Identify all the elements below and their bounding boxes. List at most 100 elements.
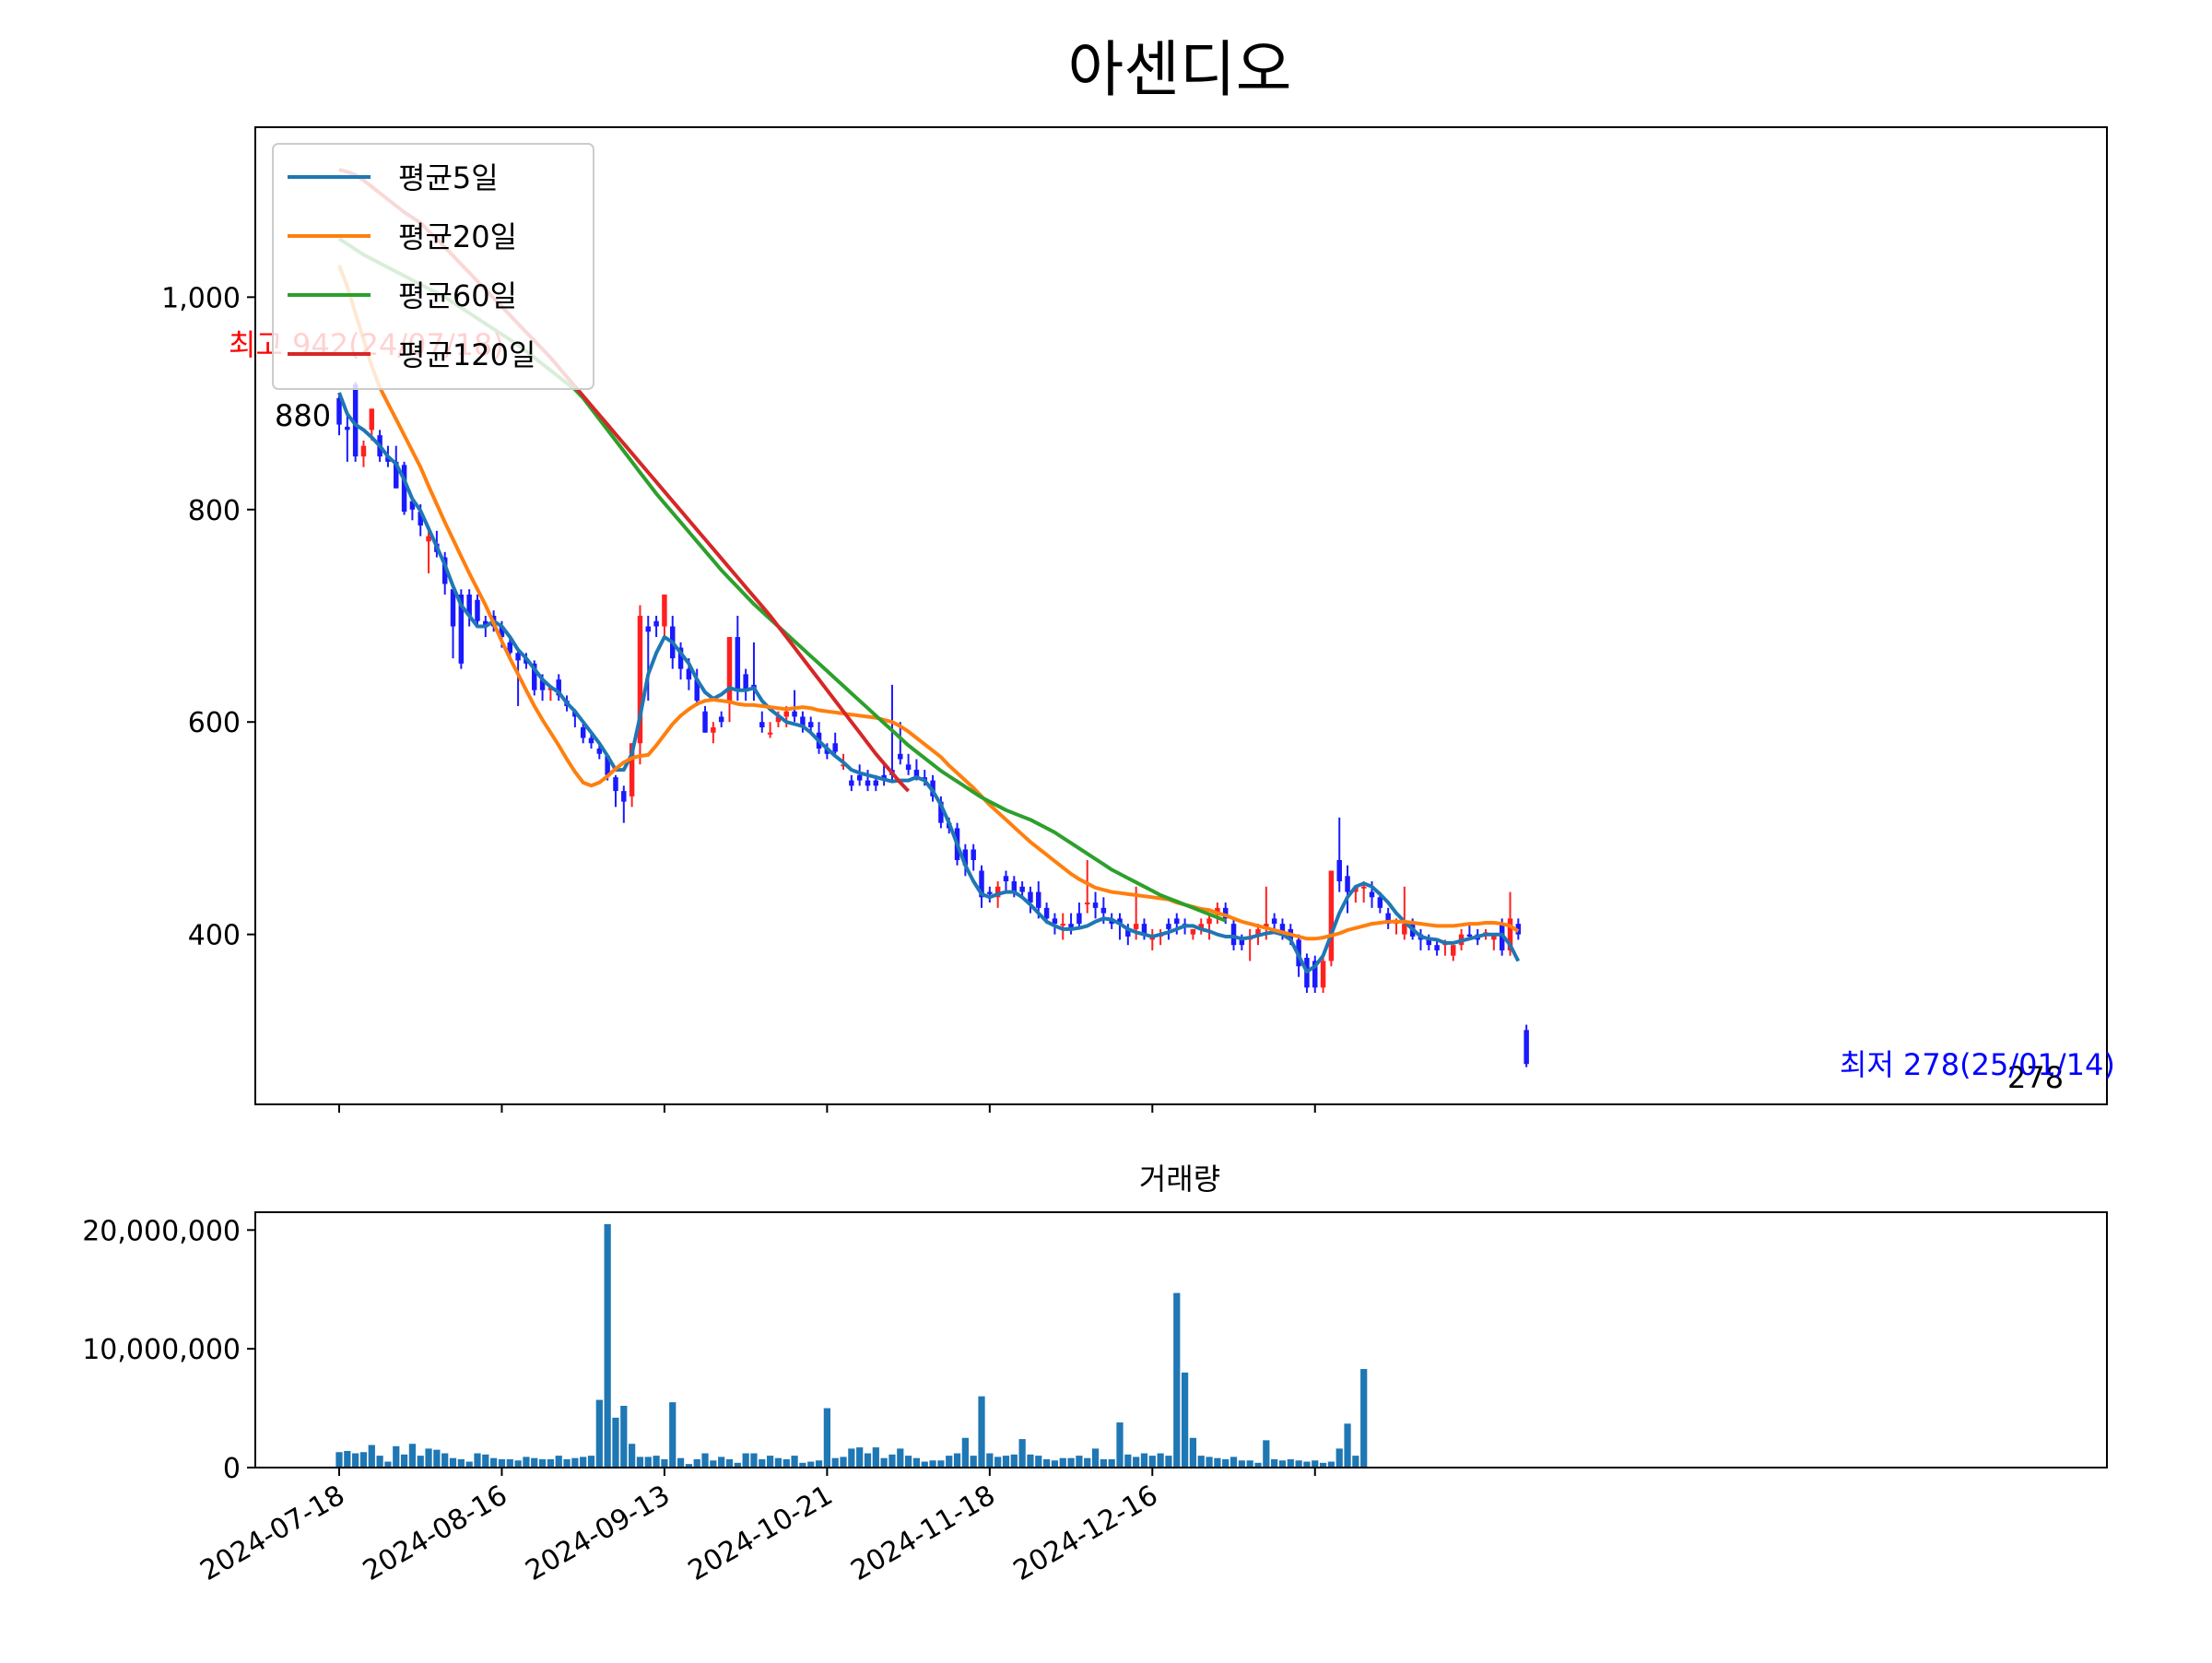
candle-body (1206, 918, 1212, 925)
candle-body (898, 753, 903, 760)
volume-bar (629, 1444, 636, 1468)
candle-body (1011, 881, 1018, 892)
volume-ytick-label: 20,000,000 (82, 1215, 241, 1247)
volume-bar (1002, 1456, 1010, 1468)
candle-body (743, 674, 748, 690)
volume-bar (880, 1457, 888, 1468)
volume-bar (490, 1457, 498, 1468)
candle-body (1328, 870, 1335, 961)
volume-bar (368, 1445, 375, 1468)
chart-title: 아센디오 (1068, 34, 1292, 105)
candle-body (588, 737, 594, 744)
candle-body (336, 397, 342, 425)
volume-bar (587, 1456, 595, 1468)
volume-bar (1042, 1458, 1051, 1468)
volume-bar (904, 1456, 912, 1468)
volume-bar (1295, 1460, 1302, 1468)
candle-body (849, 780, 854, 786)
volume-bar (840, 1457, 847, 1468)
candle-body (1092, 902, 1099, 908)
volume-bar (1076, 1456, 1083, 1468)
candle-body (962, 849, 969, 866)
candle-body (629, 743, 635, 796)
candle-body (409, 501, 416, 510)
volume-bar (1246, 1460, 1253, 1468)
volume-bar (1108, 1458, 1115, 1468)
volume-bar (807, 1461, 815, 1468)
volume-bar (946, 1456, 953, 1468)
candle-body (1377, 897, 1383, 908)
legend-item-ma5: 평균5일 (288, 160, 499, 195)
candle-body (507, 642, 513, 654)
candle-body (1198, 924, 1204, 929)
candle-body (702, 711, 708, 733)
volume-bar (986, 1453, 994, 1468)
volume-bar (482, 1454, 489, 1468)
candle-body (913, 770, 920, 778)
volume-bar (1271, 1458, 1278, 1468)
legend-box (272, 143, 594, 390)
volume-bar (531, 1457, 538, 1468)
candle-body (841, 764, 846, 767)
candle-body (1100, 907, 1107, 914)
candle-body (458, 594, 465, 664)
candle-body (1507, 918, 1513, 950)
candle-body (759, 722, 765, 727)
volume-bar (595, 1399, 603, 1468)
volume-bar (1278, 1460, 1287, 1468)
candle-body (621, 791, 627, 802)
volume-bar (1027, 1454, 1034, 1468)
candle-body (613, 777, 618, 792)
volume-bar (823, 1408, 830, 1468)
candle-body (345, 426, 350, 430)
candle-body (767, 732, 773, 735)
candle-body (1385, 913, 1391, 925)
candle-body (1133, 924, 1139, 929)
volume-bar (750, 1453, 758, 1468)
volume-bar (523, 1457, 530, 1468)
volume-bar (1067, 1457, 1075, 1468)
candle-body (1255, 928, 1261, 935)
volume-bar (1051, 1460, 1059, 1468)
volume-ytick-label: 10,000,000 (82, 1334, 241, 1366)
volume-bar (791, 1456, 798, 1468)
candle-body (1336, 860, 1342, 882)
volume-bar (408, 1444, 417, 1468)
volume-bar (620, 1406, 628, 1468)
volume-bar (506, 1458, 513, 1468)
volume-bar (1254, 1462, 1262, 1468)
volume-bar (612, 1417, 619, 1468)
candle-body (711, 726, 716, 733)
candle-body (832, 743, 838, 752)
candle-body (515, 653, 521, 661)
candle-body (726, 637, 733, 702)
volume-bar (734, 1462, 741, 1468)
legend-label-ma20: 평균20일 (398, 219, 517, 254)
candle-body (580, 726, 586, 738)
candle-body (645, 626, 652, 632)
volume-bar (961, 1437, 969, 1468)
volume-bar (799, 1462, 806, 1468)
volume-bar (929, 1460, 936, 1468)
candle-body (905, 764, 912, 771)
candle-body (873, 780, 879, 786)
volume-bar (661, 1458, 668, 1468)
candle-body (1466, 934, 1473, 937)
volume-bar (425, 1448, 432, 1468)
candle-body (637, 616, 643, 744)
volume-bar (417, 1456, 424, 1468)
volume-bar (1312, 1460, 1319, 1468)
volume-bar (1173, 1292, 1181, 1468)
volume-bar (1018, 1439, 1026, 1468)
candle-body (1215, 907, 1220, 914)
candle-body (1019, 886, 1025, 892)
candle-body (718, 716, 724, 723)
volume-bar (393, 1445, 400, 1468)
candle-body (1360, 886, 1367, 889)
ma20-line (337, 265, 1520, 941)
candle-body (792, 711, 797, 717)
volume-bar (1263, 1440, 1270, 1468)
candle-body (1230, 924, 1237, 946)
candle-body (539, 679, 546, 690)
candle-body (865, 780, 871, 786)
